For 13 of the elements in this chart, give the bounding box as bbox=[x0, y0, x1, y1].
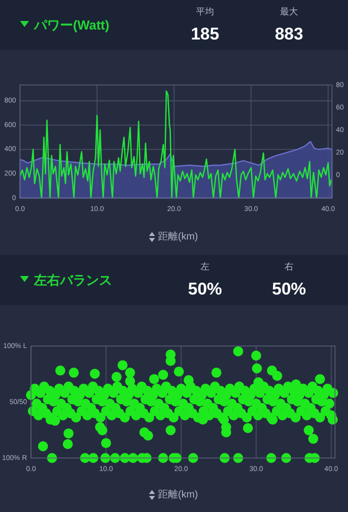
text: 883 bbox=[274, 24, 304, 44]
chart-title: 左右バランス bbox=[33, 272, 112, 288]
x-axis-title: 距離(km) bbox=[158, 488, 198, 501]
text: 右 bbox=[284, 261, 294, 272]
text: 50% bbox=[272, 279, 306, 298]
text: 185 bbox=[190, 24, 220, 44]
text: 50% bbox=[188, 279, 222, 298]
text: 平均 bbox=[196, 6, 214, 16]
line-series bbox=[19, 90, 332, 199]
text: 最大 bbox=[280, 6, 298, 16]
chart-title: パワー(Watt) bbox=[33, 17, 110, 32]
x-axis-title: 距離(km) bbox=[158, 230, 198, 243]
text: 左 bbox=[200, 261, 210, 272]
